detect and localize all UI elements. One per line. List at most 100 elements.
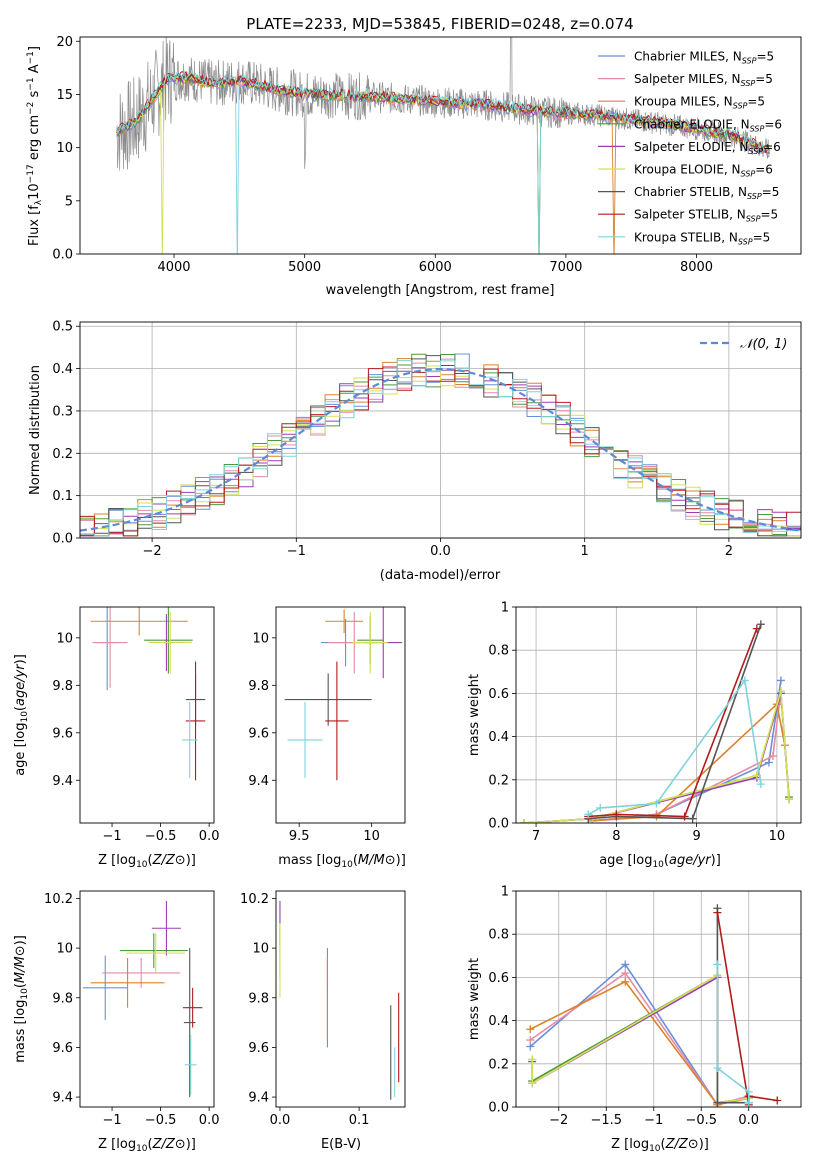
axes-mass-weight-vs-Z: −2 −1.5 −1 −0.5 0.0 0.0 0.2 0.4 0.6 0.8 1 — [488, 885, 802, 1128]
marker-plus — [713, 960, 722, 969]
x-tick-label: −0.5 — [145, 1113, 177, 1128]
marker-plus — [621, 960, 630, 969]
x-axis-label-age-vs-Z: Z [log10(Z/Z⊙)] — [98, 853, 196, 870]
x-tick-label: 7000 — [549, 260, 582, 275]
marker-plus — [744, 1087, 753, 1096]
y-tick-label: 0.8 — [488, 928, 509, 943]
y-tick-label: 0.2 — [488, 773, 509, 788]
legend-entry: Chabrier ELODIE, NSSP=6 — [634, 117, 782, 133]
marker-plus — [776, 687, 785, 696]
series-chabrier-stelib — [588, 624, 762, 820]
legend-entry: Kroupa STELIB, NSSP=5 — [634, 230, 770, 246]
marker-plus — [764, 758, 773, 767]
y-tick-label: 0.5 — [52, 320, 73, 335]
x-axis-label-residuals: (data-model)/error — [380, 568, 501, 583]
y-tick-label: 10 — [56, 631, 73, 646]
x-tick-label: 0.0 — [270, 1113, 291, 1128]
x-tick-label: 0.0 — [199, 829, 220, 844]
x-tick-label: −1 — [102, 1113, 121, 1128]
y-tick-label: 1 — [501, 885, 509, 900]
axes-frame — [79, 606, 215, 824]
marker-plus — [784, 795, 793, 804]
axes-frame — [515, 890, 802, 1108]
y-tick-label: 0.6 — [488, 971, 509, 986]
y-tick-label: 0.0 — [488, 1101, 509, 1116]
x-tick-label: 7 — [532, 829, 540, 844]
y-tick-label: 0.4 — [52, 362, 73, 377]
marker-plus — [584, 810, 593, 819]
legend-entry: Salpeter STELIB, NSSP=5 — [634, 208, 778, 224]
figure-title: PLATE=2233, MJD=53845, FIBERID=0248, z=0… — [246, 15, 633, 33]
axes-frame — [79, 36, 802, 255]
y-tick-label: 9.6 — [248, 726, 269, 741]
y-tick-label: 9.6 — [52, 1041, 73, 1056]
marker-plus — [528, 1079, 537, 1088]
y-tick-label: 10 — [252, 631, 269, 646]
y-tick-label: 9.8 — [52, 991, 73, 1006]
x-tick-label: 0.0 — [430, 544, 451, 559]
y-axis-label-age-vs-Z: age [log10(age/yr)] — [13, 654, 30, 776]
x-tick-label: 8000 — [680, 260, 713, 275]
marker-plus — [520, 819, 529, 823]
y-axis-label-mass-vs-Z: mass [log10(M/M⊙)] — [13, 935, 30, 1063]
marker-plus — [752, 624, 761, 633]
hist-salpeter-stelib — [80, 366, 801, 537]
x-tick-label: −1 — [287, 544, 306, 559]
y-tick-label: 9.6 — [248, 1041, 269, 1056]
x-tick-label: 1 — [581, 544, 589, 559]
axes-frame — [79, 890, 215, 1108]
series-salpeter-stelib — [588, 628, 758, 818]
x-tick-label: 4000 — [157, 260, 190, 275]
marker-plus — [740, 676, 749, 685]
y-tick-label: 0.2 — [52, 447, 73, 462]
axes-age-vs-Z: −1 −0.5 0.0 9.4 9.6 9.8 10 — [52, 606, 220, 844]
series-kroupa-stelib — [587, 678, 762, 816]
y-tick-label: 9.4 — [248, 774, 269, 789]
y-tick-label: 9.4 — [248, 1091, 269, 1106]
marker-plus — [528, 1055, 537, 1064]
model-spectrum-salpeter-stelib — [116, 70, 770, 153]
marker-plus — [776, 676, 785, 685]
marker-plus — [713, 1064, 722, 1073]
model-spectrum-kroupa-stelib — [116, 70, 770, 254]
y-tick-label: 0.6 — [488, 687, 509, 702]
x-tick-label: 8 — [612, 829, 620, 844]
x-tick-label: −0.5 — [685, 1113, 717, 1128]
y-tick-label: 10.2 — [240, 892, 269, 907]
marker-plus — [768, 752, 777, 761]
marker-plus — [713, 908, 722, 917]
legend-entry: Chabrier STELIB, NSSP=5 — [634, 185, 779, 201]
marker-plus — [680, 812, 689, 821]
y-axis-label-residuals: Normed distribution — [28, 365, 43, 495]
y-tick-label: 9.8 — [52, 679, 73, 694]
x-tick-label: 6000 — [419, 260, 452, 275]
x-tick-label: −1 — [102, 829, 121, 844]
marker-plus — [621, 969, 630, 978]
y-tick-label: 0.1 — [52, 489, 73, 504]
legend-entry: Kroupa ELODIE, NSSP=6 — [634, 163, 773, 179]
series-kroupa-miles — [592, 702, 786, 822]
x-tick-label: −2 — [143, 544, 162, 559]
x-tick-label: 9 — [692, 829, 700, 844]
x-axis-label-spectrum: wavelength [Angstrom, rest frame] — [326, 283, 555, 298]
plot-area-age-vs-Z — [90, 607, 206, 781]
marker-plus — [526, 1036, 535, 1045]
y-tick-label: 0.2 — [488, 1057, 509, 1072]
y-axis-label-mass-weight-Z: mass weight — [467, 958, 482, 1040]
marker-plus — [773, 1096, 782, 1105]
x-axis-label-mass-vs-ebv: E(B-V) — [321, 1137, 361, 1152]
x-tick-label: −1.5 — [590, 1113, 622, 1128]
marker-plus — [756, 620, 765, 629]
marker-plus — [688, 814, 697, 823]
legend-entry: Chabrier MILES, NSSP=5 — [634, 50, 774, 66]
hist-kroupa-elodie — [80, 365, 801, 537]
marker-plus — [652, 799, 661, 808]
x-axis-label-mass-vs-Z: Z [log10(Z/Z⊙)] — [98, 1137, 196, 1154]
y-tick-label: 0.4 — [488, 1014, 509, 1029]
x-tick-label: 5000 — [288, 260, 321, 275]
legend-spectrum: Chabrier MILES, NSSP=5 Salpeter MILES, NS… — [598, 50, 782, 246]
axes-frame — [275, 606, 406, 824]
legend-entry: Salpeter MILES, NSSP=5 — [634, 72, 773, 88]
y-tick-label: 0.4 — [488, 730, 509, 745]
y-tick-label: 15 — [56, 88, 73, 103]
